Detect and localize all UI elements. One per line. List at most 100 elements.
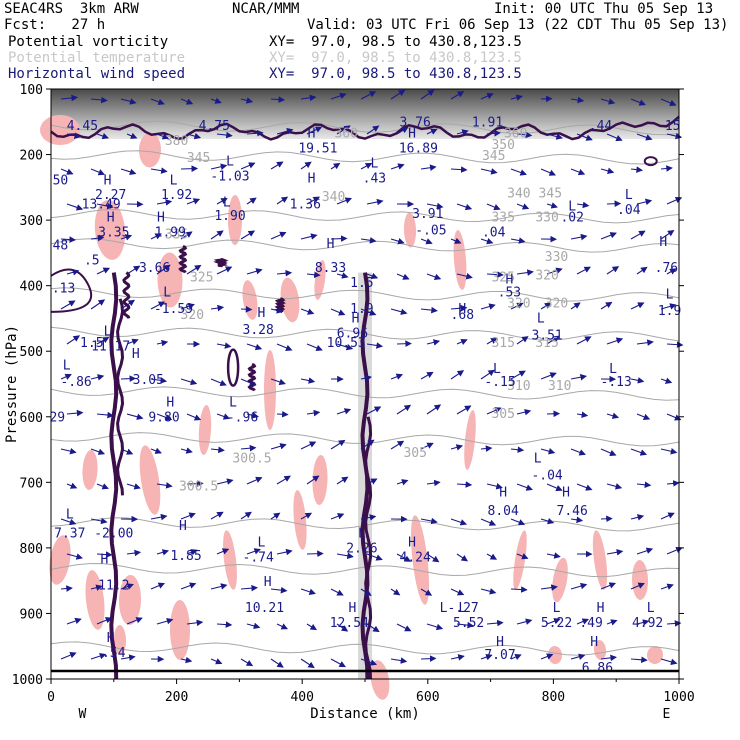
theta-contour <box>50 150 680 165</box>
wind-vector <box>456 273 473 280</box>
wind-vector <box>420 371 434 380</box>
theta-label: 340 <box>322 190 345 205</box>
hl-annotation: -.15 <box>484 375 515 390</box>
hl-annotation: 8.33 <box>315 261 346 276</box>
wind-vector <box>180 165 199 172</box>
wind-vector <box>390 588 401 596</box>
wind-vector <box>606 337 624 345</box>
wind-vector <box>366 198 384 206</box>
pv-contour <box>178 244 188 274</box>
wind-vector <box>210 304 225 312</box>
wind-vector <box>126 265 141 275</box>
wind-vector <box>426 202 444 210</box>
wind-vector <box>270 443 287 450</box>
wind-vector <box>546 335 560 345</box>
wind-vector <box>246 412 259 419</box>
hl-annotation: H <box>327 237 335 252</box>
hl-annotation: L <box>458 601 466 616</box>
hl-annotation: .43 <box>363 171 386 186</box>
wind-vector <box>636 198 653 206</box>
wind-vector <box>306 409 321 417</box>
wind-vector <box>576 201 590 209</box>
wind-vector <box>600 582 617 590</box>
theta-label: 340 <box>507 186 530 201</box>
wind-vector <box>66 482 78 489</box>
hl-annotation: L <box>163 285 171 300</box>
hl-annotation: -.86 <box>60 375 91 390</box>
hl-annotation: 3.66 <box>139 261 170 276</box>
wind-vector <box>240 230 256 240</box>
theta-label: 325 <box>190 270 213 285</box>
hl-annotation: 1.99 <box>155 226 186 241</box>
wind-vector <box>96 617 113 625</box>
hl-annotation: 2.26 <box>346 541 377 556</box>
wind-vector <box>270 307 284 314</box>
wind-vector <box>636 266 648 275</box>
wind-vector-layer <box>60 89 684 669</box>
wind-vector <box>666 480 680 487</box>
y-tick-label: 800 <box>20 542 43 557</box>
wind-vector <box>270 231 287 240</box>
wind-vector <box>630 582 645 590</box>
theta-label: 320 <box>507 297 530 312</box>
wind-vector <box>216 413 231 420</box>
wind-vector <box>660 229 675 240</box>
wind-vector <box>120 234 133 241</box>
wind-vector <box>480 168 498 175</box>
hl-annotation: 4.92 <box>632 616 663 631</box>
wind-vector <box>126 549 142 557</box>
wind-vector <box>306 475 320 485</box>
valid-time: Valid: 03 UTC Fri 06 Sep 13 (22 CDT Thu … <box>307 17 729 33</box>
theta-label: 320 <box>535 269 558 284</box>
wind-vector <box>480 588 497 595</box>
hl-annotation: 3.51 <box>531 328 562 343</box>
wind-vector <box>336 476 349 485</box>
pv-positive-patch <box>94 200 126 260</box>
hl-annotation: 13.49 <box>82 198 121 213</box>
wind-vector <box>450 654 465 661</box>
wind-vector <box>330 513 345 520</box>
wind-vector <box>216 131 233 139</box>
wind-vector <box>360 162 373 170</box>
pv-contour <box>122 271 131 319</box>
hl-annotation: .13 <box>52 282 75 297</box>
wind-vector <box>270 658 284 668</box>
wind-vector <box>216 621 233 628</box>
wind-vector <box>516 131 533 139</box>
hl-annotation: L <box>170 173 178 188</box>
wind-vector <box>456 553 469 562</box>
theta-label: 350 <box>491 138 514 153</box>
wind-vector <box>96 411 114 419</box>
wind-vector <box>570 582 588 590</box>
wind-vector <box>396 623 412 632</box>
wind-vector <box>360 514 377 521</box>
hl-annotation: 1.90 <box>214 209 245 224</box>
wind-vector <box>570 448 586 456</box>
wind-vector <box>420 655 437 662</box>
theta-contour <box>50 432 680 447</box>
pv-positive-patch <box>312 455 328 505</box>
pv-positive-patch <box>113 625 127 655</box>
wind-vector <box>150 513 168 521</box>
wind-vector <box>486 271 504 278</box>
wind-vector <box>426 339 441 346</box>
hl-annotation: H <box>458 302 466 317</box>
wind-vector <box>450 588 465 596</box>
wind-vector <box>450 444 464 451</box>
wind-vector <box>90 168 106 176</box>
wind-vector <box>420 238 433 245</box>
hl-annotation: 1.92 <box>161 188 192 203</box>
wind-vector <box>276 269 293 277</box>
wind-vector <box>510 370 526 380</box>
hl-annotation: 1.85 <box>170 549 201 564</box>
wind-vector <box>630 98 646 106</box>
wind-vector <box>456 338 468 346</box>
wind-vector <box>600 301 613 310</box>
wind-vector <box>366 478 378 485</box>
wind-vector <box>276 548 293 556</box>
hl-annotation: .44 <box>589 119 613 134</box>
hl-annotation: 7.37 <box>54 526 85 541</box>
wind-vector <box>210 511 224 520</box>
wind-vector <box>576 336 592 345</box>
wind-vector <box>450 304 468 312</box>
